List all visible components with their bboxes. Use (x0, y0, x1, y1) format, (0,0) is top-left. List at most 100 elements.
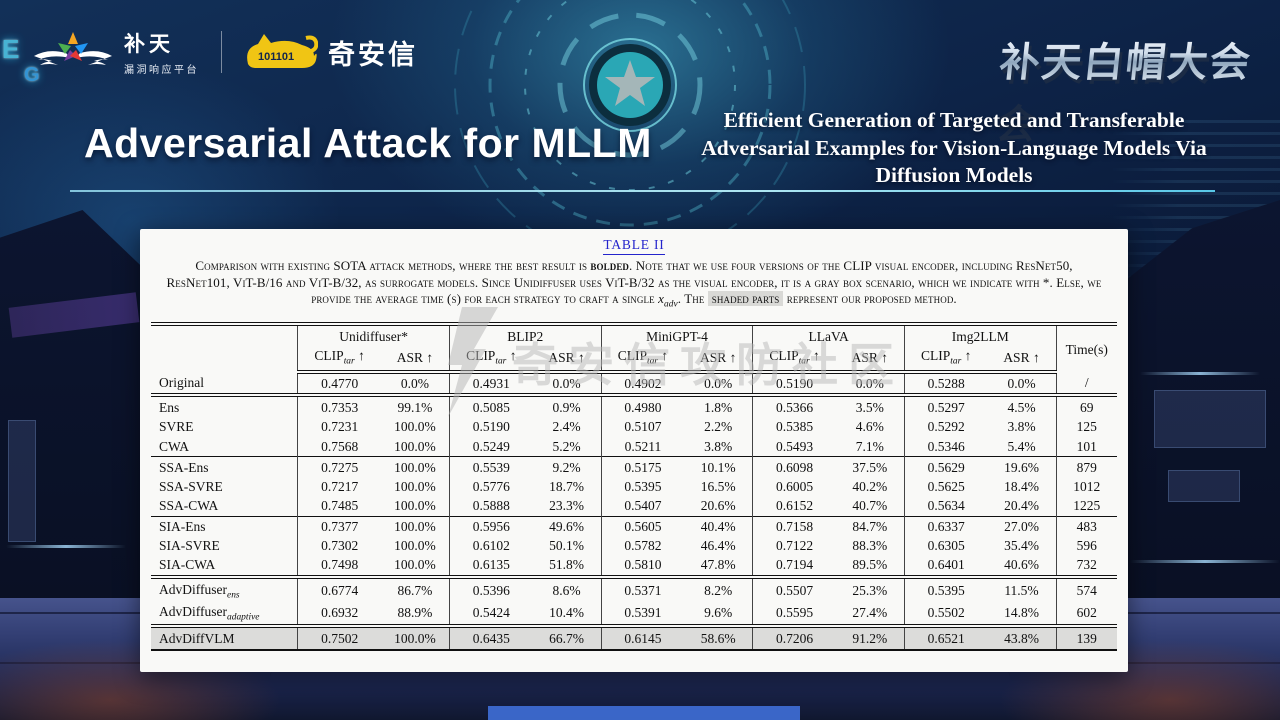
value-cell: 0.9% (532, 393, 602, 418)
logo-divider (221, 31, 222, 73)
value-cell: 0.5107 (600, 417, 685, 437)
method-name-cell: CWA (159, 438, 189, 454)
value-cell: 27.0% (987, 515, 1057, 537)
value-cell: 0.5502 (903, 602, 988, 627)
asr-header: ASR ↑ (987, 346, 1057, 374)
table-row-sia-svre: SIA-SVRE 0.7302 100.0% 0.6102 50.1% 0.5782 46.… (151, 536, 1117, 556)
value-cell: 10.4% (549, 605, 585, 621)
table-section-3: SIA-Ens 0.7377 100.0% 0.5956 49.6% 0.5605 40.4… (151, 515, 1117, 578)
table-section-2: SSA-Ens 0.7275 100.0% 0.5539 9.2% 0.5175 10.1%… (151, 456, 1117, 517)
asr-header: ASR ↑ (532, 346, 602, 374)
value-cell: 0.5211 (600, 436, 685, 457)
value-cell: 0.5395 (903, 575, 988, 603)
table-row-svre: SVRE 0.7231 100.0% 0.5190 2.4% 0.5107 2.2% 0.53… (151, 417, 1117, 437)
value-cell: 69 (1055, 393, 1117, 418)
value-cell: 100.0% (394, 498, 436, 513)
value-cell: 0.7568 (297, 436, 381, 457)
value-cell: 8.2% (684, 575, 753, 603)
value-cell: 3.5% (835, 393, 905, 418)
method-name-cell: SSA-CWA (159, 498, 219, 513)
hud-rings-emblem (454, 0, 806, 261)
value-cell: 0.5190 (752, 371, 836, 396)
value-cell: 0.5493 (752, 436, 836, 457)
value-cell: 0.6005 (752, 477, 836, 497)
value-cell: 0.5346 (903, 436, 988, 457)
value-cell: 0.5297 (903, 393, 988, 418)
value-cell: 483 (1055, 515, 1117, 537)
value-cell: 3.8% (704, 438, 733, 454)
value-cell: 0.5956 (448, 515, 533, 537)
value-cell: 2.2% (704, 419, 733, 435)
value-cell: 0.5085 (448, 393, 533, 418)
value-cell: 0.6135 (448, 555, 533, 578)
conference-logo: 补天白帽大会 补天白帽大会 (994, 30, 1255, 147)
table-row-advdiffvlm: AdvDiffVLM 0.7502 100.0% 0.6435 66.7% 0.6145 5… (151, 624, 1117, 650)
banner-sign (8, 420, 36, 542)
group-header-unidiffuser-: Unidiffuser* (297, 322, 450, 347)
value-cell: 40.2% (852, 478, 888, 494)
value-cell: 7.1% (855, 438, 884, 454)
value-cell: 10.1% (684, 456, 753, 478)
value-cell: 732 (1055, 555, 1117, 578)
value-cell: 0.6152 (752, 496, 836, 517)
comparison-table: Unidiffuser* BLIP2 MiniGPT-4 LLaVA Img2LLM Ti… (151, 322, 1117, 651)
value-cell: 100.0% (380, 515, 450, 537)
value-cell: 0.5385 (752, 417, 836, 437)
value-cell: 91.2% (835, 624, 905, 650)
value-cell: 100.0% (394, 419, 436, 435)
value-cell: 0.0% (552, 375, 581, 391)
group-header-llava: LLaVA (752, 322, 905, 347)
asr-header: ASR ↑ (684, 346, 753, 374)
clip-tar-header: CLIPtar ↑ (752, 346, 836, 374)
value-cell: 18.4% (1004, 478, 1039, 494)
value-cell: / (1055, 371, 1117, 396)
value-cell: 0.5249 (448, 436, 533, 457)
value-cell: 88.9% (397, 605, 433, 621)
table-row-ssa-cwa: SSA-CWA 0.7485 100.0% 0.5888 23.3% 0.5407 20.6… (151, 496, 1117, 517)
asr-header: ASR ↑ (380, 346, 450, 374)
table-row-ssa-ens: SSA-Ens 0.7275 100.0% 0.5539 9.2% 0.5175 10.1%… (151, 456, 1117, 478)
title-underline (70, 190, 1215, 192)
clip-tar-header: CLIPtar ↑ (448, 346, 533, 374)
table-label[interactable]: TABLE II (603, 237, 665, 255)
value-cell: 0.7194 (752, 555, 836, 578)
value-cell: 0.7122 (752, 536, 836, 556)
value-cell: 25.3% (835, 575, 905, 603)
value-cell: 0.7498 (297, 555, 381, 578)
value-cell: 0.6521 (903, 624, 988, 650)
value-cell: 11.5% (987, 575, 1057, 603)
value-cell: 40.7% (852, 498, 888, 513)
value-cell: 0.7206 (752, 624, 836, 650)
bottom-blue-bar (488, 706, 800, 720)
logo-row: 补天 漏洞响应平台 101101 奇安信 (32, 26, 418, 78)
value-cell: 0.5292 (903, 417, 988, 437)
table-row-advdiffuser: AdvDiffuserens 0.6774 86.7% 0.5396 8.6% 0.537… (151, 575, 1117, 603)
billboard-sign-small (1168, 470, 1240, 502)
value-cell: 100.0% (380, 456, 450, 478)
neon-sign-letter: G (24, 64, 40, 86)
table-row-ens: Ens 0.7353 99.1% 0.5085 0.9% 0.4980 1.8% 0.5366… (151, 393, 1117, 418)
light-bar (1140, 372, 1260, 375)
table-row-cwa: CWA 0.7568 100.0% 0.5249 5.2% 0.5211 3.8% 0.549… (151, 436, 1117, 457)
value-cell: 0.0% (704, 375, 733, 391)
qianxin-logo: 101101 奇安信 (244, 30, 418, 74)
table-section-5: AdvDiffVLM 0.7502 100.0% 0.6435 66.7% 0.6145 5… (151, 624, 1117, 650)
value-cell: 5.4% (1007, 438, 1036, 454)
value-cell: 100.0% (394, 478, 436, 494)
value-cell: 0.7231 (297, 417, 381, 437)
value-cell: 0.7302 (297, 536, 381, 556)
value-cell: 0.5371 (600, 575, 685, 603)
value-cell: 0.5625 (903, 477, 988, 497)
method-name-cell: Ens (151, 393, 298, 418)
value-cell: 47.8% (700, 557, 736, 573)
value-cell: 35.4% (1004, 538, 1039, 554)
value-cell: 0.5776 (448, 477, 533, 497)
table-row-original: Original 0.4770 0.0% 0.4931 0.0% 0.4902 0.0% 0.… (151, 371, 1117, 396)
value-cell: 9.2% (532, 456, 602, 478)
value-cell: 0.5782 (600, 536, 685, 556)
value-cell: 84.7% (835, 515, 905, 537)
clip-tar-header: CLIPtar ↑ (297, 346, 381, 374)
value-cell: 0.5539 (448, 456, 533, 478)
table-section-1: Ens 0.7353 99.1% 0.5085 0.9% 0.4980 1.8% 0.5366… (151, 393, 1117, 457)
value-cell: 0.6337 (903, 515, 988, 537)
